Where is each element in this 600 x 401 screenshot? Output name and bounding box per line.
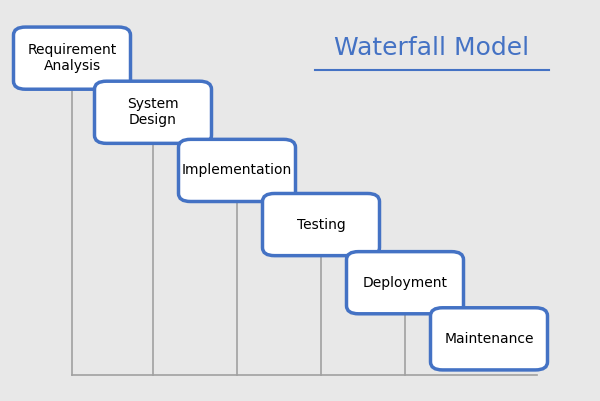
Text: Deployment: Deployment (362, 276, 448, 290)
FancyBboxPatch shape (179, 140, 296, 202)
Text: Implementation: Implementation (182, 164, 292, 177)
Text: System
Design: System Design (127, 97, 179, 128)
Text: Requirement
Analysis: Requirement Analysis (28, 43, 116, 73)
Text: Maintenance: Maintenance (444, 332, 534, 346)
Text: Waterfall Model: Waterfall Model (334, 36, 530, 60)
FancyBboxPatch shape (263, 194, 380, 256)
FancyBboxPatch shape (13, 27, 131, 89)
Text: Testing: Testing (296, 218, 346, 231)
FancyBboxPatch shape (347, 252, 464, 314)
FancyBboxPatch shape (430, 308, 547, 370)
FancyBboxPatch shape (95, 81, 212, 144)
